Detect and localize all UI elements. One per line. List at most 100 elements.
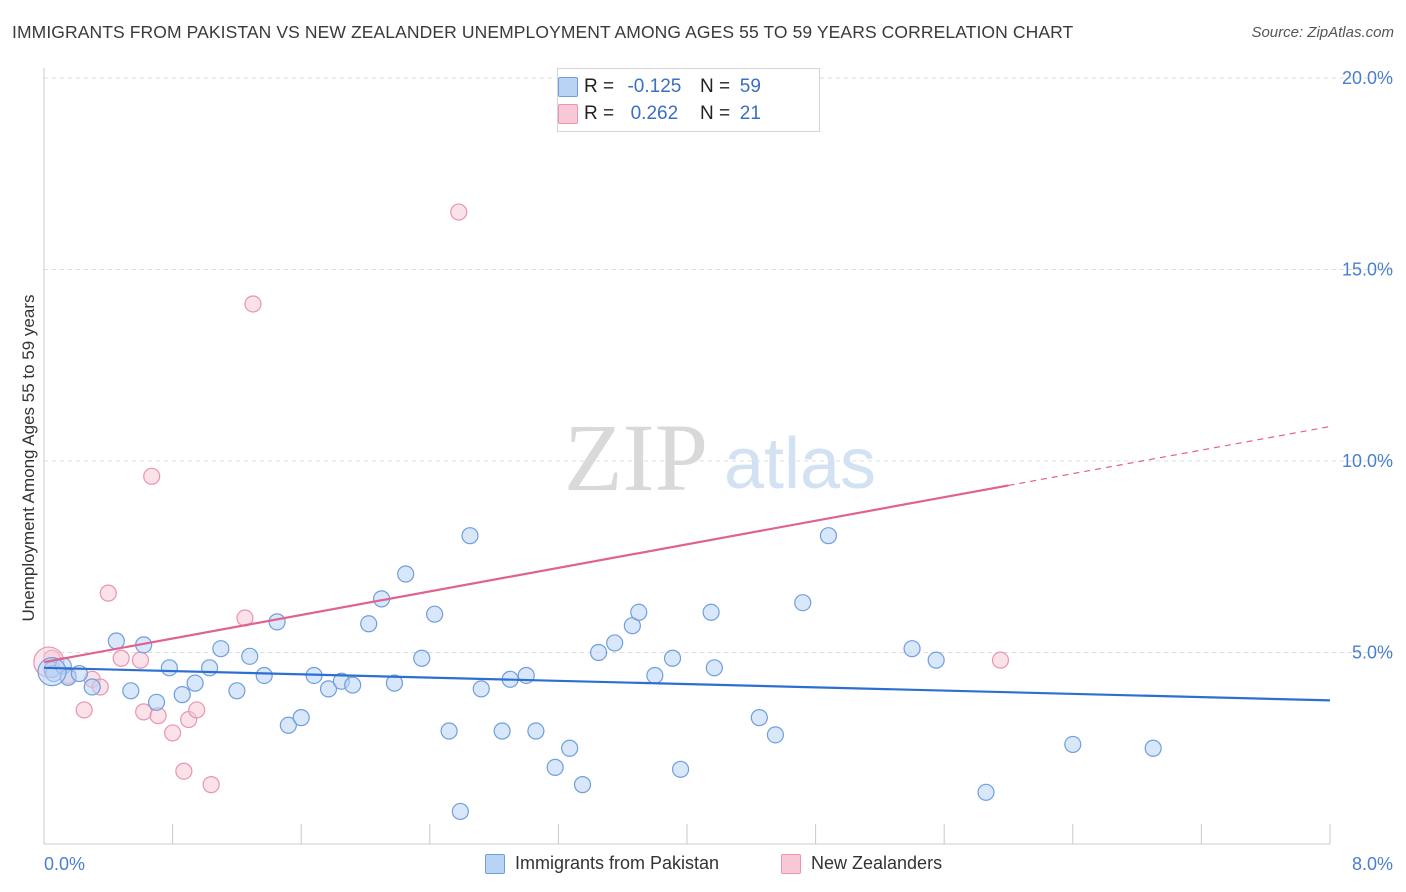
point-new-zealanders bbox=[112, 649, 130, 667]
source-label: Source: ZipAtlas.com bbox=[1251, 24, 1394, 41]
point-pakistan bbox=[589, 643, 608, 662]
point-new-zealanders bbox=[75, 701, 93, 719]
point-new-zealanders bbox=[188, 701, 206, 719]
point-pakistan bbox=[546, 758, 564, 777]
point-pakistan bbox=[268, 613, 286, 631]
point-pakistan bbox=[319, 680, 338, 698]
point-pakistan bbox=[186, 674, 204, 692]
watermark-atlas: atlas bbox=[724, 424, 876, 504]
trend-lines bbox=[43, 425, 1331, 702]
point-pakistan bbox=[630, 603, 648, 621]
legend-swatch-new-zealanders bbox=[781, 853, 801, 874]
tick-labels: 5.0% 10.0% 15.0% 20.0% 0.0% 8.0% bbox=[44, 68, 1393, 874]
legend-row-new-zealanders: R = 0.262 N = 21 bbox=[558, 102, 765, 126]
point-new-zealanders bbox=[175, 762, 193, 780]
point-pakistan bbox=[977, 783, 995, 801]
point-pakistan bbox=[606, 634, 624, 652]
point-pakistan bbox=[212, 640, 230, 658]
point-new-zealanders bbox=[202, 776, 220, 794]
series-pakistan-points bbox=[37, 527, 1162, 821]
point-pakistan bbox=[702, 603, 720, 621]
legend-item-pakistan[interactable]: Immigrants from Pakistan bbox=[485, 853, 719, 874]
point-pakistan bbox=[122, 682, 140, 700]
legend-swatch-new-zealanders bbox=[558, 104, 578, 124]
point-pakistan bbox=[397, 565, 415, 583]
x-tick-label-max: 8.0% bbox=[1352, 854, 1393, 874]
point-pakistan bbox=[292, 709, 310, 727]
legend-swatch-pakistan bbox=[558, 77, 578, 97]
chart-title: IMMIGRANTS FROM PAKISTAN VS NEW ZEALANDE… bbox=[12, 22, 1074, 42]
legend-row-pakistan: R = -0.125 N = 59 bbox=[558, 75, 765, 99]
y-tick-label: 5.0% bbox=[1352, 643, 1393, 663]
point-new-zealanders bbox=[450, 203, 468, 221]
point-new-zealanders bbox=[131, 651, 150, 669]
point-pakistan bbox=[663, 649, 682, 667]
point-pakistan bbox=[705, 659, 723, 677]
point-pakistan bbox=[160, 659, 178, 677]
point-pakistan bbox=[903, 640, 921, 658]
point-pakistan bbox=[671, 760, 690, 778]
point-pakistan bbox=[344, 676, 362, 694]
point-pakistan bbox=[360, 615, 378, 633]
point-pakistan bbox=[561, 739, 579, 757]
point-pakistan bbox=[646, 666, 664, 685]
legend-label-new-zealanders: New Zealanders bbox=[811, 853, 943, 873]
point-pakistan bbox=[1064, 735, 1082, 754]
legend-r-value: -0.125 bbox=[627, 76, 682, 97]
point-pakistan bbox=[413, 649, 431, 667]
point-new-zealanders bbox=[143, 467, 161, 485]
y-tick-label: 10.0% bbox=[1342, 451, 1393, 471]
trendline-new-zealanders bbox=[43, 484, 1009, 664]
y-tick-label: 15.0% bbox=[1342, 260, 1393, 280]
point-pakistan bbox=[173, 686, 191, 704]
point-pakistan bbox=[766, 726, 785, 744]
series-legend: Immigrants from Pakistan New Zealanders bbox=[0, 853, 1406, 877]
point-new-zealanders bbox=[99, 584, 117, 602]
point-pakistan bbox=[385, 674, 404, 692]
watermark-zip: ZIP bbox=[564, 404, 708, 511]
point-pakistan bbox=[241, 647, 259, 665]
y-tick-label: 20.0% bbox=[1342, 68, 1393, 88]
trendline-pakistan bbox=[43, 666, 1331, 702]
legend-n-value: 21 bbox=[739, 103, 761, 124]
legend-item-new-zealanders[interactable]: New Zealanders bbox=[781, 853, 942, 874]
legend-n-label: N = bbox=[699, 76, 731, 97]
legend-r-value: 0.262 bbox=[630, 103, 679, 124]
point-pakistan bbox=[83, 678, 101, 696]
correlation-legend: R = -0.125 N = 59 R = 0.262 N = 21 bbox=[557, 68, 820, 132]
point-pakistan bbox=[107, 632, 125, 650]
point-new-zealanders bbox=[164, 724, 182, 742]
legend-r-label: R = bbox=[584, 103, 615, 124]
point-pakistan bbox=[750, 709, 768, 727]
point-pakistan bbox=[255, 666, 273, 685]
watermark: ZIP atlas bbox=[564, 404, 876, 511]
point-pakistan bbox=[819, 527, 838, 545]
legend-swatch-pakistan bbox=[485, 853, 505, 874]
point-pakistan bbox=[527, 722, 545, 740]
legend-label-pakistan: Immigrants from Pakistan bbox=[515, 853, 720, 873]
point-pakistan bbox=[228, 682, 246, 700]
point-pakistan bbox=[461, 527, 479, 545]
point-pakistan bbox=[794, 594, 812, 612]
point-pakistan bbox=[200, 659, 219, 677]
point-pakistan bbox=[472, 680, 490, 698]
point-pakistan bbox=[426, 605, 444, 623]
grid-lines bbox=[44, 77, 1392, 653]
point-pakistan bbox=[440, 722, 458, 740]
point-new-zealanders bbox=[244, 295, 262, 313]
point-pakistan bbox=[493, 722, 511, 740]
point-new-zealanders bbox=[991, 651, 1010, 669]
legend-n-value: 59 bbox=[739, 76, 761, 97]
axes bbox=[43, 68, 1331, 845]
point-pakistan bbox=[279, 716, 297, 734]
point-pakistan-cluster bbox=[37, 657, 67, 687]
legend-n-label: N = bbox=[699, 103, 731, 124]
point-pakistan bbox=[147, 693, 166, 711]
point-pakistan bbox=[451, 802, 469, 821]
point-pakistan bbox=[573, 776, 592, 794]
point-pakistan bbox=[927, 651, 945, 669]
point-pakistan bbox=[1144, 739, 1162, 757]
legend-r-label: R = bbox=[584, 76, 615, 97]
x-tick-label-min: 0.0% bbox=[44, 854, 85, 874]
